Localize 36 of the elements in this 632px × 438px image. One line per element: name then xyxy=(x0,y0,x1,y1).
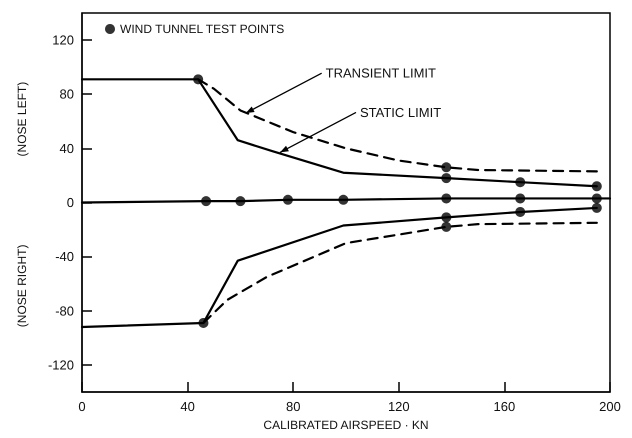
point xyxy=(515,206,526,217)
x-tick-label: 120 xyxy=(388,399,410,414)
x-tick-label: 80 xyxy=(286,399,300,414)
point xyxy=(282,194,293,205)
y-tick-label: -120 xyxy=(48,357,74,372)
point xyxy=(441,222,452,232)
point xyxy=(515,193,526,204)
point xyxy=(592,193,602,204)
annotation: TRANSIENT LIMIT xyxy=(326,66,436,81)
point xyxy=(193,74,204,84)
x-tick-label: 0 xyxy=(78,399,86,414)
point xyxy=(201,196,212,206)
x-axis-title: CALIBRATED AIRSPEED · KN xyxy=(263,418,429,432)
y-tick-label: 0 xyxy=(66,195,74,210)
x-tick-label: 200 xyxy=(599,399,621,414)
point xyxy=(441,173,452,184)
point xyxy=(198,318,208,328)
y-tick-label: 120 xyxy=(52,32,74,48)
legend-label: WIND TUNNEL TEST POINTS xyxy=(120,22,284,36)
y-tick-label: 80 xyxy=(60,86,74,102)
point xyxy=(441,212,452,222)
y-tick-label: -80 xyxy=(55,303,74,318)
x-tick-label: 160 xyxy=(494,399,516,414)
text: (NOSE RIGHT) xyxy=(15,244,29,328)
point xyxy=(441,193,452,204)
point xyxy=(592,202,602,213)
text: (NOSE LEFT) xyxy=(15,82,29,156)
x-tick-label: 40 xyxy=(180,399,195,414)
point xyxy=(592,181,602,192)
point xyxy=(235,196,246,206)
point xyxy=(338,194,348,205)
y-tick-label: -40 xyxy=(55,249,74,264)
point xyxy=(441,162,452,172)
y-tick-label: 40 xyxy=(60,140,74,156)
point xyxy=(515,177,526,188)
annotation: STATIC LIMIT xyxy=(360,104,442,120)
